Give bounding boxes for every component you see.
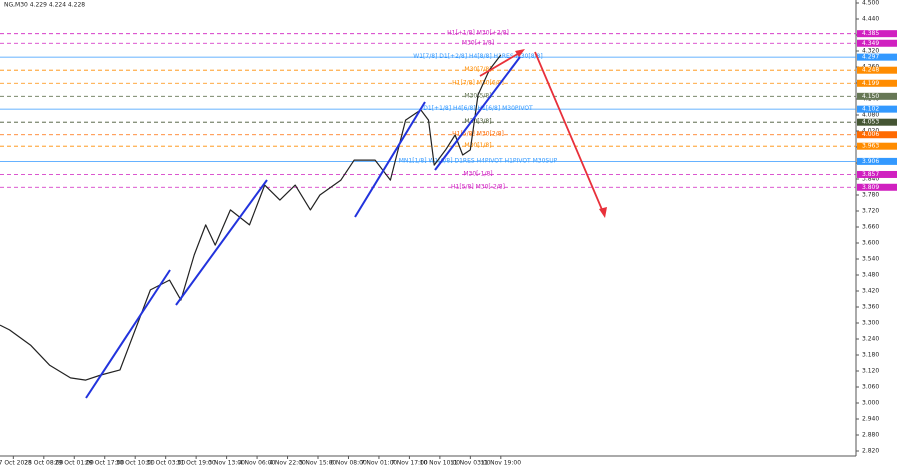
y-tick-label: 4.320 bbox=[862, 48, 879, 55]
x-tick-label: 4 Nov 22:00 bbox=[269, 460, 306, 467]
level-label: M30[-1/8] bbox=[463, 170, 492, 177]
y-tick-label: 4.020 bbox=[862, 128, 879, 135]
arrow-head bbox=[515, 49, 525, 57]
level-price-label: 4.053 bbox=[862, 119, 879, 126]
y-tick-label: 3.780 bbox=[862, 192, 879, 199]
y-tick-label: 3.180 bbox=[862, 352, 879, 359]
trend-line bbox=[354, 101, 426, 218]
x-tick-label: 10 Nov 10:00 bbox=[420, 460, 461, 467]
level-label: H1[+1/8] M30[+2/8] bbox=[447, 30, 509, 37]
level-label: M30[1/8] bbox=[464, 142, 491, 149]
level-label: D1[+1/8] H4[6/8] H1[6/8] M30PIVOT bbox=[423, 105, 533, 112]
x-tick-label: 29 Oct 17:00 bbox=[85, 460, 124, 467]
x-tick-label: 11 Nov 03:00 bbox=[450, 460, 491, 467]
y-tick-label: 3.480 bbox=[862, 272, 879, 279]
level-price-box bbox=[857, 183, 897, 191]
x-tick-label: 29 Oct 01:00 bbox=[55, 460, 94, 467]
x-tick-label: 3 Nov 13:00 bbox=[208, 460, 245, 467]
level-label: M30[3/8] bbox=[464, 118, 491, 125]
level-price-label: 3.809 bbox=[862, 184, 879, 191]
y-tick-label: 4.080 bbox=[862, 112, 879, 119]
y-tick-label: 3.720 bbox=[862, 208, 879, 215]
arrow bbox=[479, 51, 522, 77]
x-tick-label: 11 Nov 19:00 bbox=[481, 460, 522, 467]
level-label: M30[7/8] bbox=[464, 66, 491, 73]
level-price-label: 4.150 bbox=[862, 93, 879, 100]
level-price-label: 4.248 bbox=[862, 67, 879, 74]
level-label: H1[5/8] M30[2/8] bbox=[452, 131, 504, 138]
trend-lines bbox=[85, 56, 521, 399]
y-tick-label: 3.360 bbox=[862, 304, 879, 311]
level-price-box bbox=[857, 170, 897, 178]
forecast-arrows bbox=[479, 49, 607, 218]
y-tick-label: 3.300 bbox=[862, 320, 879, 327]
y-tick-label: 3.000 bbox=[862, 400, 879, 407]
level-price-label: 4.297 bbox=[862, 54, 879, 61]
y-tick-label: 3.060 bbox=[862, 384, 879, 391]
x-tick-label: 31 Oct 19:00 bbox=[177, 460, 216, 467]
level-price-box bbox=[857, 142, 897, 150]
level-price-box bbox=[857, 157, 897, 165]
y-tick-label: 2.940 bbox=[862, 416, 879, 423]
y-tick-label: 3.120 bbox=[862, 368, 879, 375]
level-price-box bbox=[857, 39, 897, 47]
y-tick-label: 3.540 bbox=[862, 256, 879, 263]
y-tick-label: 4.440 bbox=[862, 16, 879, 23]
level-price-box bbox=[857, 131, 897, 139]
trend-line bbox=[175, 179, 268, 306]
x-tick-label: 7 Nov 01:00 bbox=[361, 460, 398, 467]
level-price-label: 4.006 bbox=[862, 131, 879, 138]
level-price-label: 4.199 bbox=[862, 80, 879, 87]
x-tick-label: 28 Oct 08:00 bbox=[24, 460, 63, 467]
level-price-label: 3.857 bbox=[862, 171, 879, 178]
y-tick-label: 3.840 bbox=[862, 176, 879, 183]
level-price-box bbox=[857, 105, 897, 113]
symbol-title: NG,M30 4.229 4.224 4.228 bbox=[4, 2, 85, 9]
level-price-box bbox=[857, 66, 897, 74]
trend-line bbox=[85, 269, 171, 399]
x-tick-label: 4 Nov 06:00 bbox=[239, 460, 276, 467]
x-tick-label: 31 Oct 03:00 bbox=[146, 460, 185, 467]
trend-line bbox=[434, 56, 521, 171]
level-label: M30[+1/8] bbox=[462, 39, 494, 46]
x-tick-label: 7 Nov 17:00 bbox=[391, 460, 428, 467]
level-price-box bbox=[857, 118, 897, 126]
x-tick-label: 30 Oct 10:00 bbox=[116, 460, 155, 467]
level-price-label: 3.963 bbox=[862, 143, 879, 150]
level-price-label: 4.385 bbox=[862, 30, 879, 37]
level-price-label: 3.906 bbox=[862, 158, 879, 165]
level-price-box bbox=[857, 30, 897, 38]
y-tick-label: 2.880 bbox=[862, 432, 879, 439]
level-label: H1[7/8] M30[6/8] bbox=[452, 79, 504, 86]
x-tick-label: 5 Nov 15:00 bbox=[300, 460, 337, 467]
x-tick-label: 6 Nov 08:00 bbox=[330, 460, 367, 467]
level-label: H1[5/8] M30[-2/8] bbox=[451, 183, 505, 190]
arrow-head bbox=[599, 207, 607, 218]
level-label: MN1[1/8] W1[6/8] D1RES H4PIVOT H1PIVOT M… bbox=[399, 157, 558, 164]
level-price-box bbox=[857, 79, 897, 87]
level-price-label: 4.102 bbox=[862, 106, 879, 113]
level-label: W1[7/8] D1[+2/8] H4[8/8] H1RES M30[8/8] bbox=[413, 53, 542, 60]
y-tick-label: 4.500 bbox=[862, 0, 879, 7]
x-tick-label: 27 Oct 2025 bbox=[0, 460, 32, 467]
y-tick-label: 2.820 bbox=[862, 448, 879, 455]
y-tick-label: 3.420 bbox=[862, 288, 879, 295]
y-tick-label: 3.600 bbox=[862, 240, 879, 247]
y-tick-label: 3.660 bbox=[862, 224, 879, 231]
y-tick-label: 3.240 bbox=[862, 336, 879, 343]
level-price-box bbox=[857, 92, 897, 100]
level-price-box bbox=[857, 53, 897, 61]
level-price-label: 4.349 bbox=[862, 40, 879, 47]
arrow bbox=[534, 51, 604, 213]
